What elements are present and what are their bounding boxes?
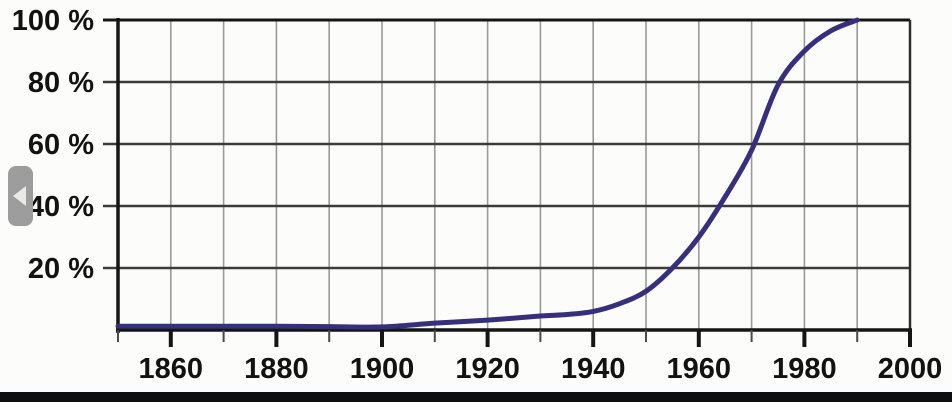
y-tick-label: 40 % <box>28 191 94 223</box>
bottom-bar <box>0 392 952 402</box>
prev-arrow-button[interactable] <box>8 166 33 226</box>
left-arrow-icon <box>12 186 26 206</box>
x-tick-label: 1940 <box>561 353 626 385</box>
x-tick-label: 1880 <box>244 353 309 385</box>
x-tick-label: 1860 <box>139 353 204 385</box>
x-tick-label: 2000 <box>878 353 943 385</box>
y-tick-label: 60 % <box>28 129 94 161</box>
y-tick-label: 100 % <box>12 5 94 37</box>
x-tick-label: 1920 <box>455 353 520 385</box>
x-tick-label: 1900 <box>350 353 415 385</box>
x-tick-label: 1960 <box>667 353 732 385</box>
y-tick-label: 80 % <box>28 67 94 99</box>
data-curve <box>115 17 860 330</box>
y-tick-label: 20 % <box>28 253 94 285</box>
x-tick-label: 1980 <box>772 353 837 385</box>
